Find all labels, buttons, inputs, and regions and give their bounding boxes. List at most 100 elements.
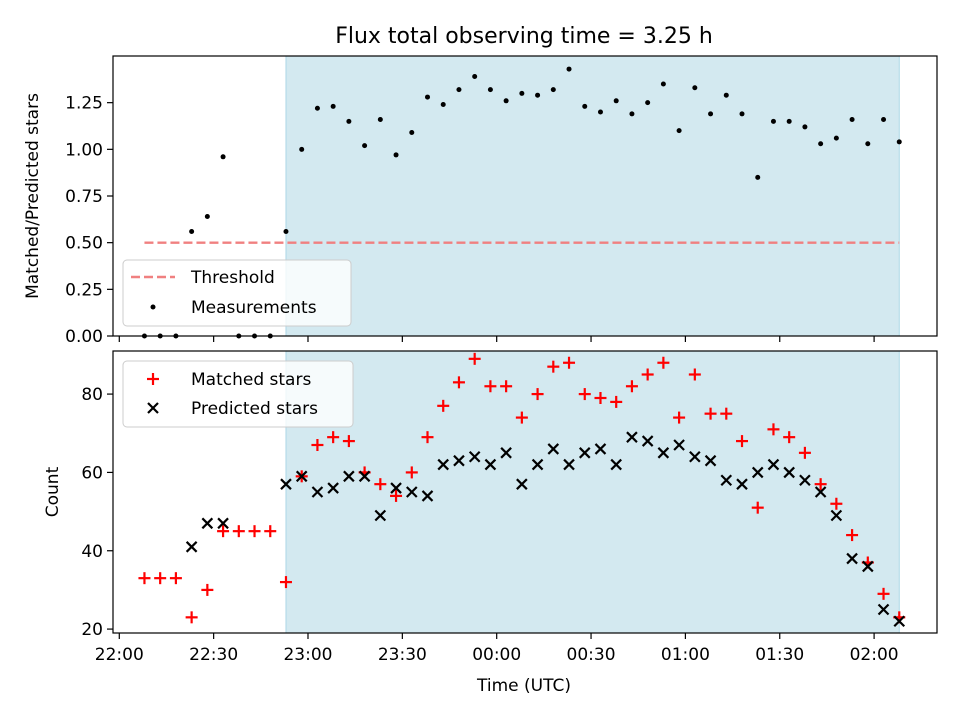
- matched-star-point: [138, 572, 151, 585]
- matched-star-point: [783, 431, 796, 444]
- matched-star-point: [657, 356, 670, 369]
- x-tick-label: 22:00: [95, 645, 144, 665]
- legend-matched-swatch: [147, 373, 159, 385]
- predicted-star-point: [594, 443, 607, 455]
- measurement-point: [314, 105, 320, 111]
- matched-star-point: [390, 489, 403, 502]
- matched-star-point: [563, 356, 576, 369]
- predicted-star-point: [767, 458, 780, 471]
- matched-star-point: [688, 368, 701, 381]
- measurement-point: [755, 174, 761, 180]
- x-tick-label: 02:00: [850, 645, 899, 665]
- measurement-point: [472, 74, 478, 80]
- matched-star-point: [468, 352, 481, 365]
- predicted-star-point: [185, 541, 198, 553]
- top-y-axis-label: Matched/Predicted stars: [23, 93, 43, 299]
- matched-star-point: [374, 478, 387, 491]
- predicted-star-point: [751, 466, 764, 479]
- x-tick-label: 23:30: [378, 645, 427, 665]
- legend-predicted-label: Predicted stars: [191, 399, 318, 419]
- predicted-star-point: [673, 439, 685, 451]
- bottom-y-axis-label: Count: [43, 466, 63, 517]
- matched-star-point: [484, 380, 497, 393]
- matched-star-point: [452, 376, 465, 389]
- predicted-star-point: [689, 450, 701, 463]
- measurement-point: [629, 111, 635, 117]
- x-tick-label: 00:00: [472, 645, 521, 665]
- matched-star-point: [279, 576, 292, 589]
- measurement-point: [645, 100, 651, 106]
- predicted-star-point: [390, 482, 402, 494]
- predicted-star-point: [547, 443, 560, 455]
- matched-star-point: [673, 411, 686, 424]
- measurement-point: [393, 152, 399, 158]
- predicted-star-point: [862, 560, 874, 573]
- matched-star-point: [736, 435, 749, 448]
- bottom-observing-window: [285, 350, 900, 634]
- measurement-point: [189, 228, 195, 234]
- predicted-star-point: [846, 552, 858, 565]
- predicted-star-point: [893, 615, 906, 628]
- predicted-star-point: [484, 458, 497, 471]
- predicted-star-point: [201, 517, 214, 530]
- predicted-star-point: [217, 517, 229, 530]
- measurement-point: [770, 118, 776, 124]
- measurement-point: [519, 90, 525, 96]
- top-y-tick-label: 1.25: [65, 94, 103, 114]
- measurement-point: [818, 141, 824, 147]
- predicted-star-point: [327, 482, 339, 494]
- top-y-tick-label: 0.75: [65, 187, 103, 207]
- predicted-star-point: [704, 454, 717, 467]
- matched-star-point: [154, 572, 167, 585]
- measurement-point: [849, 116, 855, 122]
- legend-measurements-label: Measurements: [191, 298, 317, 318]
- measurement-point: [362, 143, 368, 149]
- measurement-point: [377, 116, 383, 122]
- measurement-point: [597, 109, 603, 115]
- matched-star-point: [264, 525, 277, 538]
- measurement-point: [865, 141, 871, 147]
- predicted-star-point: [610, 458, 622, 471]
- predicted-star-point: [799, 474, 811, 487]
- measurement-point: [881, 116, 887, 122]
- x-tick-label: 01:30: [755, 645, 804, 665]
- x-tick-label: 23:00: [283, 645, 332, 665]
- bottom-axes-frame: [112, 350, 938, 634]
- bot-y-tick-label: 40: [81, 542, 103, 562]
- measurement-point: [535, 92, 541, 98]
- predicted-star-point: [563, 458, 575, 471]
- bot-y-tick-label: 20: [81, 620, 103, 640]
- predicted-star-point: [877, 603, 890, 616]
- predicted-star-point: [311, 486, 324, 498]
- measurement-point: [425, 94, 431, 100]
- measurement-point: [566, 66, 572, 72]
- measurement-point: [346, 118, 352, 124]
- measurement-point: [299, 146, 305, 152]
- predicted-star-point: [374, 509, 387, 522]
- predicted-star-point: [280, 478, 292, 490]
- measurement-point: [896, 139, 902, 145]
- matched-star-point: [625, 380, 638, 393]
- matched-star-point: [437, 399, 450, 412]
- measurement-point: [786, 118, 792, 124]
- matched-star-point: [547, 360, 560, 373]
- measurement-point: [802, 124, 808, 130]
- measurement-point: [503, 98, 509, 104]
- bottom-legend: Matched stars Predicted stars: [122, 360, 354, 428]
- predicted-star-point: [736, 478, 748, 490]
- measurement-point: [487, 87, 493, 93]
- matched-star-point: [531, 388, 544, 401]
- bottom-panel: 20 40 60 80 22:00 22:30 23:00 23:30 00:00 00:30 0…: [43, 350, 938, 665]
- predicted-star-point: [783, 466, 795, 479]
- matched-star-point: [751, 501, 764, 514]
- bot-y-tick-label: 60: [81, 463, 103, 483]
- measurement-point: [409, 130, 415, 136]
- matched-star-point: [877, 587, 890, 600]
- matched-star-point: [515, 411, 528, 424]
- matched-star-point: [217, 525, 230, 538]
- top-y-tick-label: 0.25: [65, 280, 103, 300]
- bottom-legend-box: [122, 360, 354, 428]
- measurement-point: [550, 87, 556, 93]
- predicted-star-point: [830, 509, 843, 522]
